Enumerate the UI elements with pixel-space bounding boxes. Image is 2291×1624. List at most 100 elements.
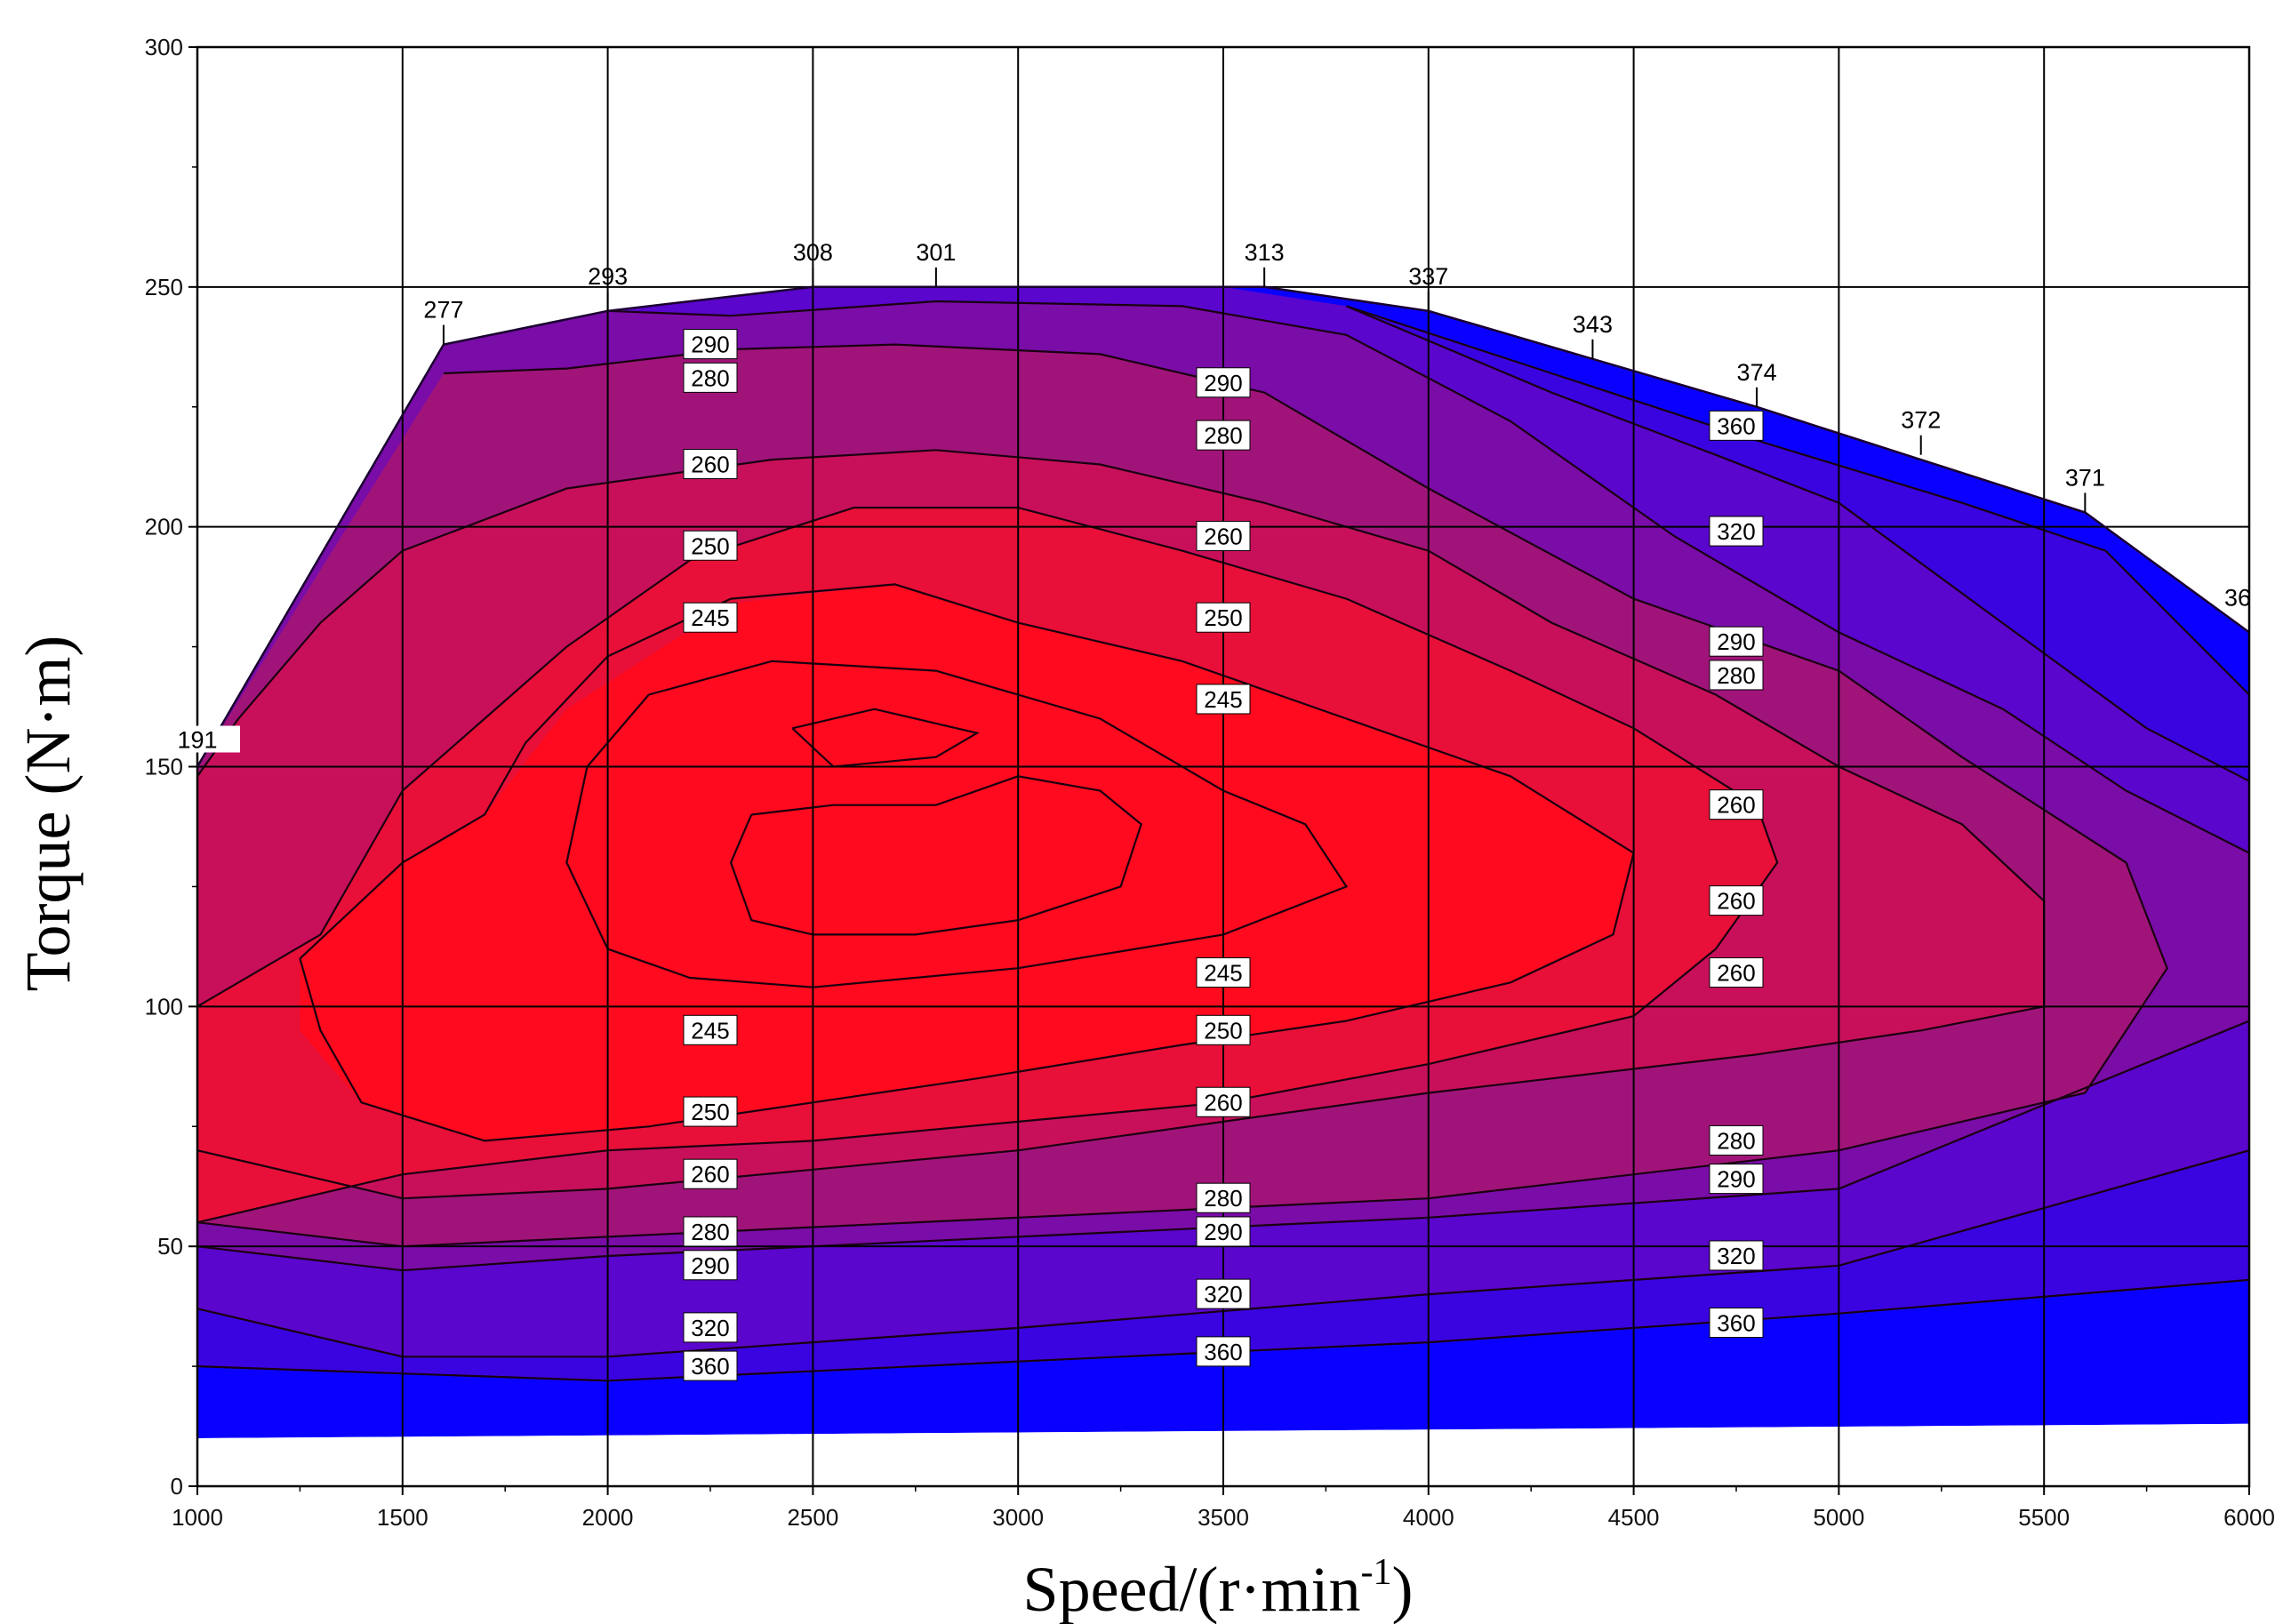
contour-label-box (683, 1312, 738, 1343)
contour-label-box (683, 329, 738, 360)
contour-label-text: 290 (691, 332, 729, 358)
contour-label-text: 290 (1717, 1166, 1755, 1193)
max-torque-label: 308 (793, 239, 833, 287)
contour-label-box (1709, 1308, 1764, 1339)
contour-label-box (1196, 957, 1251, 988)
axis-layer: 1000 1500 2000 2500 3000 3500 4000 4500 5000 5500… (145, 34, 2275, 1531)
contour-label-box (1196, 1336, 1251, 1367)
contour-label: 320 (1709, 516, 1764, 547)
contour-label: 245 (1196, 957, 1251, 988)
contour-label: 260 (1709, 885, 1764, 916)
contour-label-box (1709, 1164, 1764, 1195)
max-torque-label-text: 36 (2224, 584, 2251, 611)
contour-label-text: 280 (691, 364, 729, 391)
contour-label-text: 290 (1717, 628, 1755, 655)
x-axis-title-main: Speed/(r·min (1023, 1554, 1361, 1624)
contour-label-text: 280 (1204, 1185, 1242, 1212)
x-axis-title: Speed/(r·min-1) (1023, 1552, 1414, 1624)
contour-label-box (683, 602, 738, 633)
contour-label-text: 280 (1717, 662, 1755, 689)
contour-label-text: 250 (1204, 604, 1242, 631)
contour-label-text: 360 (1717, 412, 1755, 439)
max-torque-label: 277 (423, 297, 463, 345)
x-tick-label: 2000 (582, 1504, 634, 1531)
x-tick-label: 5500 (2018, 1504, 2070, 1531)
max-torque-label-layer: 191 277 293 308 301 313 337 343 374 372 371 36 (177, 239, 2251, 754)
contour-label-box (1196, 520, 1251, 551)
contour-label: 360 (683, 1350, 738, 1381)
contour-label: 360 (1709, 1308, 1764, 1339)
max-torque-label-text: 372 (1901, 407, 1941, 434)
contour-label-text: 260 (691, 1161, 729, 1188)
contour-core-2 (729, 775, 1142, 936)
max-torque-label: 191 (177, 725, 240, 754)
contour-label: 280 (683, 1216, 738, 1247)
contour-label-text: 245 (691, 604, 729, 631)
contour-label-text: 320 (1717, 1243, 1755, 1269)
y-tick-label: 200 (145, 514, 183, 540)
contour-label-text: 245 (691, 1017, 729, 1044)
x-axis-title-close: ) (1391, 1554, 1413, 1624)
contour-label-text: 280 (1204, 422, 1242, 449)
contour-label: 250 (683, 530, 738, 561)
contour-label-text: 320 (1717, 518, 1755, 545)
contour-260 (197, 449, 2046, 1200)
contour-label-text: 280 (691, 1219, 729, 1245)
max-torque-label-text: 313 (1245, 239, 1285, 266)
max-torque-label: 371 (2065, 464, 2105, 513)
max-torque-label-text: 337 (1408, 263, 1448, 290)
contour-label: 260 (1709, 789, 1764, 820)
contour-label: 290 (683, 329, 738, 360)
contour-label-box (1709, 885, 1764, 916)
contour-label-text: 250 (691, 532, 729, 559)
contour-label: 260 (683, 449, 738, 480)
x-tick-label: 1500 (377, 1504, 429, 1531)
contour-label-text: 290 (1204, 1219, 1242, 1245)
contour-label: 245 (683, 1014, 738, 1045)
contour-label-box (683, 530, 738, 561)
y-tick-label: 300 (145, 34, 183, 60)
max-torque-label-bg (194, 725, 240, 753)
contour-label-box (1196, 684, 1251, 715)
y-tick-label: 100 (145, 993, 183, 1020)
contour-360-upper (1346, 305, 2249, 696)
contour-label-box (1196, 1216, 1251, 1247)
max-torque-label: 301 (916, 239, 956, 287)
max-torque-label: 293 (588, 263, 628, 311)
contour-label-layer: 290 280 260 250 245 245 250 260 280 290 320 360 290 2… (683, 329, 1764, 1381)
contour-label: 320 (1196, 1278, 1251, 1309)
contour-label: 250 (1196, 1014, 1251, 1045)
contour-label-text: 320 (691, 1315, 729, 1341)
contour-label-box (1196, 1014, 1251, 1045)
contour-label-text: 360 (1717, 1310, 1755, 1337)
contour-label-text: 245 (1204, 686, 1242, 713)
max-torque-label-text: 293 (588, 263, 628, 290)
contour-label-text: 320 (1204, 1281, 1242, 1308)
x-tick-label: 6000 (2223, 1504, 2275, 1531)
contour-label-text: 360 (1204, 1339, 1242, 1365)
contour-label-box (683, 1250, 738, 1281)
contour-label-box (1709, 516, 1764, 547)
y-tick-label: 0 (171, 1473, 183, 1500)
contour-label-text: 260 (1204, 523, 1242, 549)
contour-label-box (1709, 1240, 1764, 1271)
max-torque-label: 343 (1573, 311, 1613, 359)
contour-label-box (1196, 1182, 1251, 1213)
contour-label: 280 (1709, 1124, 1764, 1156)
contour-label-box (1709, 957, 1764, 988)
y-tick-label: 50 (157, 1233, 183, 1260)
max-torque-label-text: 343 (1573, 311, 1613, 338)
contour-label: 280 (1196, 420, 1251, 451)
max-torque-label-text: 371 (2065, 464, 2105, 491)
contour-label-box (683, 1158, 738, 1189)
contour-label: 250 (1196, 602, 1251, 633)
contour-label-box (683, 1350, 738, 1381)
max-torque-label: 313 (1245, 239, 1285, 287)
contour-label-text: 260 (1717, 888, 1755, 915)
x-axis-title-exponent: -1 (1360, 1552, 1391, 1593)
contour-label: 320 (1709, 1240, 1764, 1271)
contour-label: 280 (683, 362, 738, 393)
contour-label-box (1196, 420, 1251, 451)
contour-label-box (1709, 660, 1764, 691)
contour-label: 250 (683, 1096, 738, 1127)
